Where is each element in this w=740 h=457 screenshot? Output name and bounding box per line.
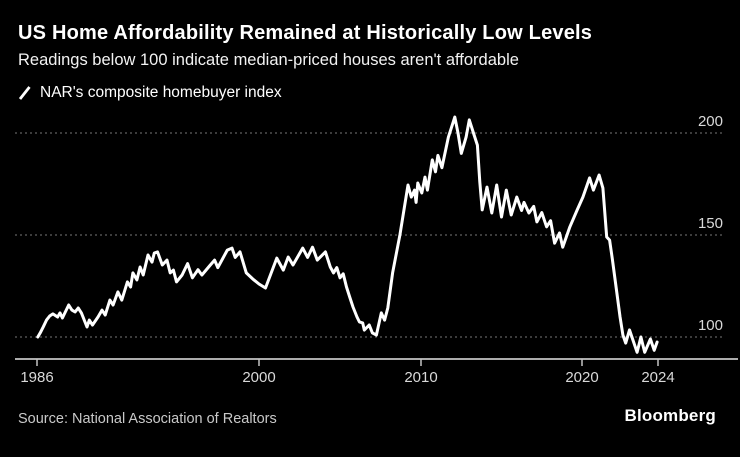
series-line: [36, 115, 659, 354]
y-tick-label: 150: [698, 215, 723, 232]
chart-subtitle: Readings below 100 indicate median-price…: [18, 51, 519, 69]
legend-label: NAR's composite homebuyer index: [40, 84, 282, 101]
x-tick-label: 2010: [404, 369, 437, 386]
chart-title: US Home Affordability Remained at Histor…: [18, 22, 593, 44]
legend: NAR's composite homebuyer index: [18, 84, 282, 102]
bloomberg-logo: Bloomberg: [624, 406, 716, 425]
x-tick-label: 2024: [641, 369, 674, 386]
source-note: Source: National Association of Realtors: [18, 411, 277, 427]
slash-icon: [18, 86, 31, 100]
y-tick-label: 100: [698, 317, 723, 334]
x-tick-label: 2000: [242, 369, 275, 386]
x-tick-label: 1986: [20, 369, 53, 386]
y-tick-label: 200: [698, 113, 723, 130]
x-tick-label: 2020: [565, 369, 598, 386]
